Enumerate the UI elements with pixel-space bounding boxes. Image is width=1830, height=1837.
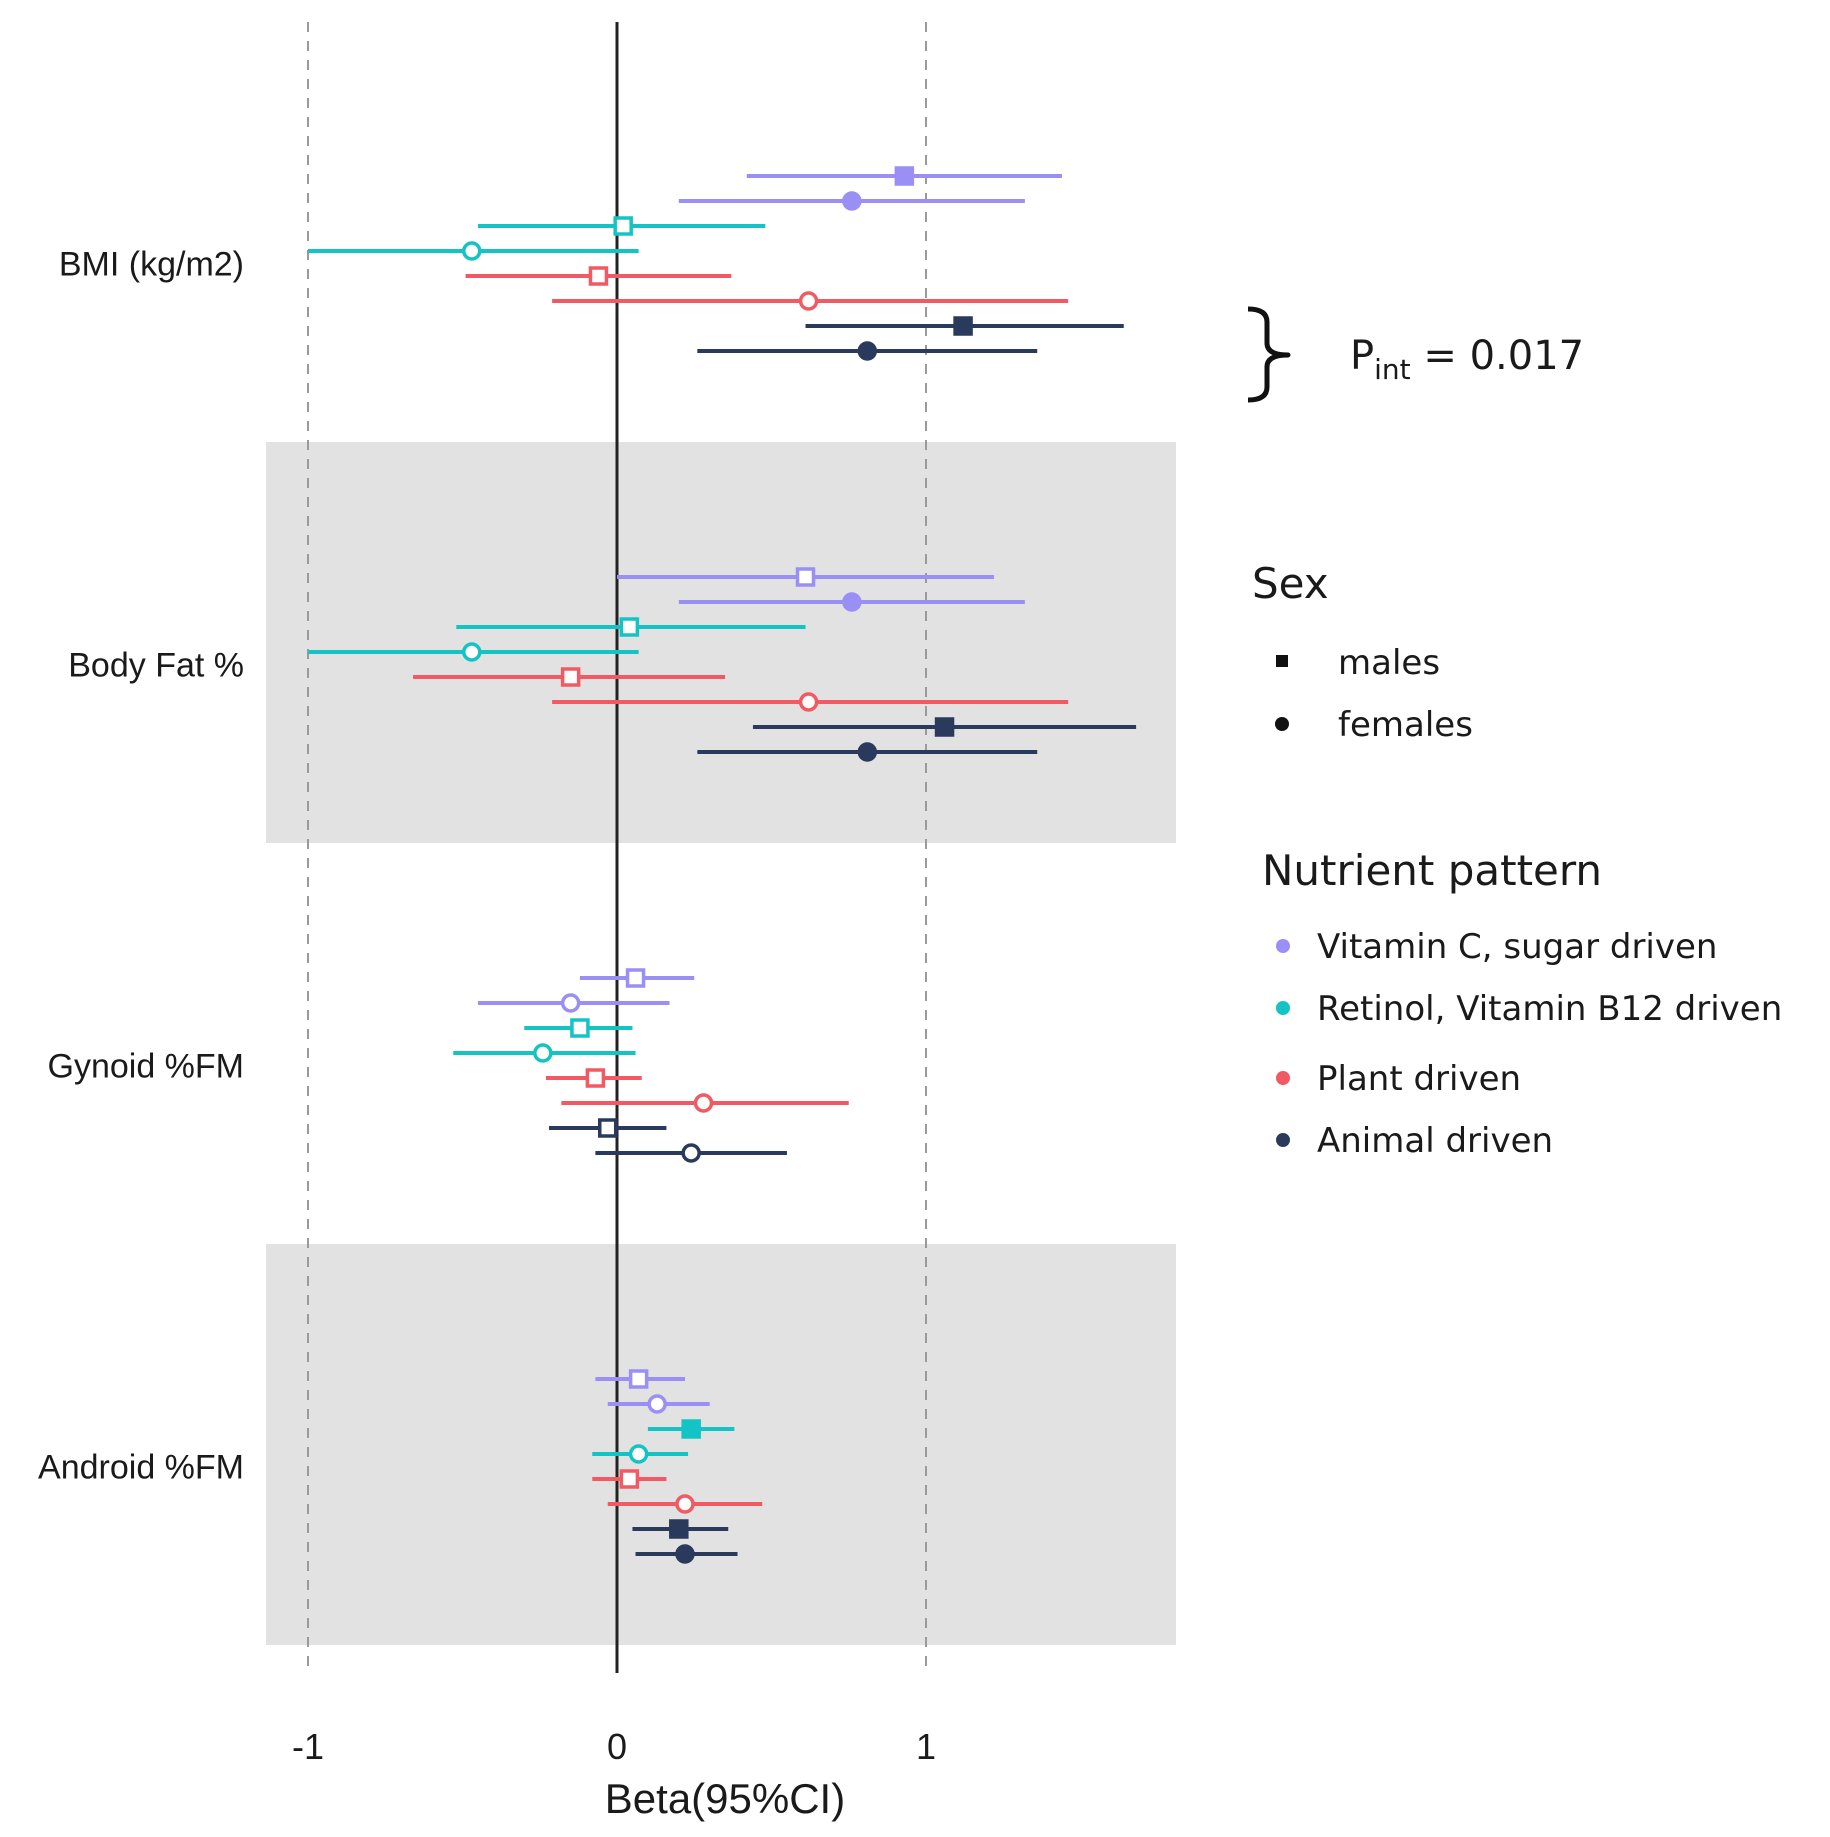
estimate-android-fm-retinol-vitamin-b12-driven-females <box>592 1444 689 1464</box>
point-circle-gynoid-fm-vitamin-c-sugar-driven-females <box>560 993 581 1013</box>
estimate-body-fat-retinol-vitamin-b12-driven-females <box>308 642 639 662</box>
point-square-body-fat-plant-driven-males <box>560 667 581 687</box>
estimate-android-fm-animal-driven-females <box>635 1544 738 1564</box>
estimate-bmi-kg-m2-vitamin-c-sugar-driven-males <box>746 166 1062 186</box>
point-square-android-fm-plant-driven-males <box>619 1469 640 1489</box>
legend-pattern-retinol: Retinol, Vitamin B12 driven <box>1317 989 1782 1029</box>
legend-sex-title: Sex <box>1252 559 1329 608</box>
panel-backgrounds <box>266 442 1176 1645</box>
estimate-body-fat-vitamin-c-sugar-driven-males <box>617 567 994 587</box>
point-circle-gynoid-fm-animal-driven-females <box>681 1143 701 1163</box>
point-circle-bmi-kg-m2-retinol-vitamin-b12-driven-females <box>462 241 482 261</box>
estimate-android-fm-vitamin-c-sugar-driven-males <box>595 1369 685 1389</box>
gridlines <box>307 22 927 1673</box>
point-circle-gynoid-fm-plant-driven-females <box>693 1093 714 1113</box>
point-square-body-fat-retinol-vitamin-b12-driven-males <box>619 617 640 637</box>
point-circle-android-fm-retinol-vitamin-b12-driven-females <box>628 1444 649 1464</box>
legend-key-vitc <box>1276 939 1290 953</box>
legend-sex-females: females <box>1338 705 1473 745</box>
estimate-body-fat-vitamin-c-sugar-driven-females <box>678 592 1025 612</box>
p-interaction-label: Pint = 0.017 <box>1350 333 1584 386</box>
p-interaction-annotation: Pint = 0.017 <box>1247 306 1584 403</box>
legend-key-retinol <box>1276 1001 1290 1015</box>
point-square-bmi-kg-m2-vitamin-c-sugar-driven-males <box>894 166 915 186</box>
category-label-android-fm: Android %FM <box>38 1449 244 1487</box>
panel-band-android-fm <box>266 1244 1176 1645</box>
estimate-android-fm-animal-driven-males <box>632 1519 729 1539</box>
estimate-gynoid-fm-retinol-vitamin-b12-driven-females <box>453 1043 636 1063</box>
category-label-gynoid-fm: Gynoid %FM <box>48 1048 245 1086</box>
estimate-bmi-kg-m2-retinol-vitamin-b12-driven-females <box>308 241 639 261</box>
point-circle-gynoid-fm-retinol-vitamin-b12-driven-females <box>533 1043 553 1063</box>
legend-pattern-plant: Plant driven <box>1317 1059 1521 1099</box>
point-circle-bmi-kg-m2-vitamin-c-sugar-driven-females <box>842 191 862 211</box>
estimate-android-fm-vitamin-c-sugar-driven-females <box>607 1394 710 1414</box>
category-labels: BMI (kg/m2) Body Fat % Gynoid %FM Android %… <box>38 246 244 1487</box>
estimate-body-fat-animal-driven-females <box>697 742 1038 762</box>
estimate-body-fat-plant-driven-males <box>413 667 726 687</box>
category-label-bmi-kg-m2: BMI (kg/m2) <box>59 246 244 284</box>
point-square-android-fm-animal-driven-males <box>669 1519 689 1539</box>
point-circle-android-fm-plant-driven-females <box>675 1494 695 1514</box>
point-square-body-fat-vitamin-c-sugar-driven-males <box>795 567 816 587</box>
estimate-android-fm-plant-driven-males <box>592 1469 667 1489</box>
x-axis: Beta(95%CI) -1 0 1 <box>292 1726 936 1822</box>
legend-circle-marker <box>1275 717 1289 731</box>
estimate-body-fat-retinol-vitamin-b12-driven-males <box>456 617 806 637</box>
estimate-bmi-kg-m2-animal-driven-females <box>697 341 1038 361</box>
x-tick-label-0: 0 <box>607 1726 627 1767</box>
estimate-bmi-kg-m2-animal-driven-males <box>805 316 1124 336</box>
point-circle-body-fat-retinol-vitamin-b12-driven-females <box>462 642 482 662</box>
estimate-bmi-kg-m2-retinol-vitamin-b12-driven-males <box>477 216 766 236</box>
legend: Sex males females Nutrient pattern Vitam… <box>1252 559 1782 1161</box>
estimate-gynoid-fm-animal-driven-males <box>549 1118 667 1138</box>
category-label-body-fat: Body Fat % <box>68 647 244 685</box>
point-circle-android-fm-animal-driven-females <box>675 1544 695 1564</box>
point-circle-body-fat-vitamin-c-sugar-driven-females <box>842 592 862 612</box>
estimate-android-fm-plant-driven-females <box>607 1494 763 1514</box>
estimate-bmi-kg-m2-plant-driven-males <box>465 266 732 286</box>
estimate-bmi-kg-m2-plant-driven-females <box>552 291 1069 311</box>
estimate-marks <box>308 166 1137 1564</box>
estimate-body-fat-plant-driven-females <box>552 692 1069 712</box>
legend-key-animal <box>1276 1133 1290 1147</box>
point-square-bmi-kg-m2-plant-driven-males <box>588 266 609 286</box>
estimate-body-fat-animal-driven-males <box>752 717 1137 737</box>
point-square-body-fat-animal-driven-males <box>934 717 955 737</box>
x-tick-label-1: 1 <box>916 1726 936 1767</box>
estimate-gynoid-fm-animal-driven-females <box>595 1143 787 1163</box>
legend-key-plant <box>1276 1071 1290 1085</box>
point-circle-body-fat-animal-driven-females <box>857 742 878 762</box>
panel-band-body-fat <box>266 442 1176 843</box>
point-square-bmi-kg-m2-retinol-vitamin-b12-driven-males <box>613 216 633 236</box>
legend-sex-males: males <box>1338 643 1440 683</box>
point-circle-body-fat-plant-driven-females <box>798 692 819 712</box>
estimate-gynoid-fm-vitamin-c-sugar-driven-males <box>579 968 695 988</box>
point-circle-bmi-kg-m2-animal-driven-females <box>857 341 878 361</box>
point-square-android-fm-retinol-vitamin-b12-driven-males <box>681 1419 701 1439</box>
estimate-gynoid-fm-plant-driven-males <box>545 1068 642 1088</box>
legend-pattern-animal: Animal driven <box>1317 1121 1553 1161</box>
estimate-gynoid-fm-plant-driven-females <box>561 1093 849 1113</box>
point-square-gynoid-fm-plant-driven-males <box>585 1068 606 1088</box>
point-square-gynoid-fm-retinol-vitamin-b12-driven-males <box>570 1018 590 1038</box>
point-square-bmi-kg-m2-animal-driven-males <box>953 316 973 336</box>
estimate-android-fm-retinol-vitamin-b12-driven-males <box>647 1419 735 1439</box>
point-square-gynoid-fm-animal-driven-males <box>597 1118 618 1138</box>
interaction-brace <box>1247 306 1291 403</box>
legend-pattern-title: Nutrient pattern <box>1262 846 1602 895</box>
point-circle-android-fm-vitamin-c-sugar-driven-females <box>647 1394 667 1414</box>
legend-square-marker <box>1276 655 1288 667</box>
estimate-gynoid-fm-vitamin-c-sugar-driven-females <box>477 993 670 1013</box>
x-axis-title: Beta(95%CI) <box>605 1775 845 1822</box>
point-square-gynoid-fm-vitamin-c-sugar-driven-males <box>625 968 646 988</box>
estimate-gynoid-fm-retinol-vitamin-b12-driven-males <box>524 1018 633 1038</box>
estimate-bmi-kg-m2-vitamin-c-sugar-driven-females <box>678 191 1025 211</box>
x-tick-label-1: -1 <box>292 1726 324 1767</box>
point-circle-bmi-kg-m2-plant-driven-females <box>798 291 819 311</box>
legend-pattern-vitc: Vitamin C, sugar driven <box>1317 927 1717 967</box>
point-square-android-fm-vitamin-c-sugar-driven-males <box>628 1369 649 1389</box>
